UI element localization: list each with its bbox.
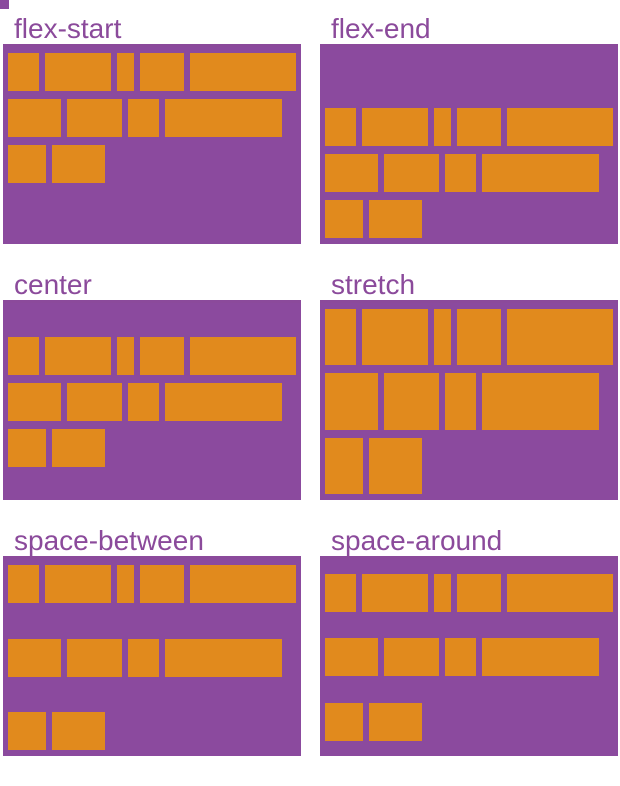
flex-item (128, 638, 159, 677)
flex-item (128, 382, 159, 421)
flex-item (140, 53, 184, 91)
flex-item (140, 336, 184, 375)
flex-item (457, 309, 501, 366)
align-content-demo-grid: flex-start flex-end center stretch space… (3, 14, 618, 756)
panel-space-between: space-between (3, 526, 301, 756)
panel-flex-start: flex-start (3, 14, 301, 244)
flex-item (362, 574, 428, 613)
flex-item (67, 638, 122, 677)
panel-title-space-around: space-around (320, 526, 618, 559)
flex-item (190, 336, 296, 375)
flex-container-flex-end (320, 47, 618, 244)
flex-item (67, 99, 122, 137)
flex-item (140, 565, 184, 603)
flex-item (165, 99, 282, 137)
flex-item (52, 712, 105, 750)
flex-item (8, 145, 46, 183)
flex-container-space-around (320, 559, 618, 756)
flex-item (362, 309, 428, 366)
flex-item (369, 702, 422, 741)
panel-flex-end: flex-end (320, 14, 618, 244)
flex-item (165, 382, 282, 421)
flex-item (362, 108, 428, 146)
flex-item (325, 437, 363, 494)
flex-item (325, 638, 378, 677)
panel-stretch: stretch (320, 270, 618, 500)
flex-item (52, 145, 105, 183)
panel-title-stretch: stretch (320, 270, 618, 303)
flex-item (369, 200, 422, 238)
panel-title-flex-end: flex-end (320, 14, 618, 47)
flex-item (445, 638, 476, 677)
flex-item (457, 108, 501, 146)
flex-item (52, 428, 105, 467)
flex-item (67, 382, 122, 421)
flex-container-flex-start (3, 47, 301, 244)
panel-space-around: space-around (320, 526, 618, 756)
flex-container-space-between (3, 559, 301, 756)
flex-item (445, 154, 476, 192)
flex-item (8, 53, 39, 91)
flex-item (8, 638, 61, 677)
flex-item (8, 712, 46, 750)
panel-title-flex-start: flex-start (3, 14, 301, 47)
flex-item (325, 200, 363, 238)
panel-title-center: center (3, 270, 301, 303)
flex-item (117, 53, 134, 91)
flex-item (325, 373, 378, 430)
flex-item (190, 53, 296, 91)
flex-item (8, 382, 61, 421)
flex-item (45, 336, 111, 375)
flex-item (434, 309, 451, 366)
flex-item (325, 574, 356, 613)
flex-item (384, 638, 439, 677)
flex-item (45, 53, 111, 91)
flex-item (445, 373, 476, 430)
flex-container-stretch (320, 303, 618, 500)
flex-item (482, 638, 599, 677)
flex-item (434, 108, 451, 146)
flex-item (507, 108, 613, 146)
flex-item (165, 638, 282, 677)
flex-item (325, 309, 356, 366)
flex-item (434, 574, 451, 613)
flex-container-center (3, 303, 301, 500)
flex-item (8, 428, 46, 467)
flex-item (325, 702, 363, 741)
flex-item (384, 373, 439, 430)
flex-item (8, 336, 39, 375)
flex-item (457, 574, 501, 613)
clipped-panel-fragment (0, 0, 9, 9)
flex-item (117, 565, 134, 603)
flex-item (507, 309, 613, 366)
panel-title-space-between: space-between (3, 526, 301, 559)
flex-item (117, 336, 134, 375)
flex-item (384, 154, 439, 192)
flex-item (45, 565, 111, 603)
panel-center: center (3, 270, 301, 500)
flex-item (128, 99, 159, 137)
flex-item (482, 154, 599, 192)
flex-item (482, 373, 599, 430)
flex-item (190, 565, 296, 603)
flex-item (325, 154, 378, 192)
flex-item (369, 437, 422, 494)
flex-item (8, 565, 39, 603)
flex-item (325, 108, 356, 146)
flex-item (507, 574, 613, 613)
flex-item (8, 99, 61, 137)
